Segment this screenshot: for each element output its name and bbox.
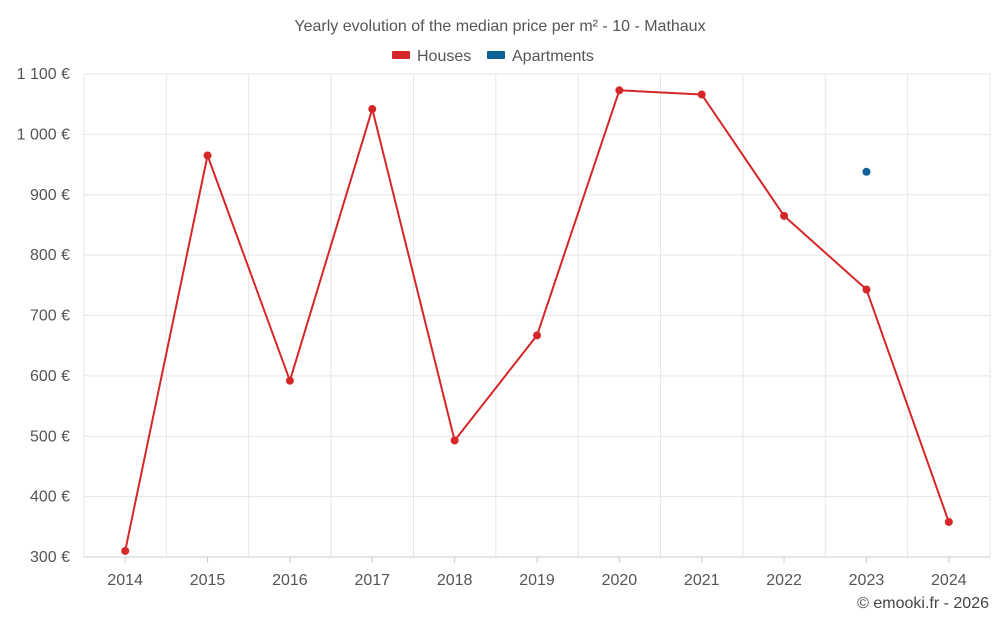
data-point-houses bbox=[285, 376, 294, 385]
y-tick-label: 1 000 € bbox=[17, 126, 70, 143]
y-tick-label: 1 100 € bbox=[17, 66, 70, 83]
y-axis: 300 € 400 € 500 € 600 € 700 € 800 € 900 € 1 000… bbox=[17, 66, 70, 566]
data-point-apartments bbox=[862, 167, 871, 176]
y-tick-label: 700 € bbox=[30, 308, 70, 325]
legend-swatch-houses bbox=[392, 51, 410, 59]
x-tick-label: 2022 bbox=[766, 572, 802, 589]
x-tick-label: 2023 bbox=[849, 572, 885, 589]
y-tick-label: 400 € bbox=[30, 489, 70, 506]
credit-text: © emooki.fr - 2026 bbox=[857, 595, 989, 612]
x-tick-label: 2016 bbox=[272, 572, 308, 589]
y-tick-label: 500 € bbox=[30, 428, 70, 445]
data-point-houses bbox=[697, 90, 706, 99]
data-point-houses bbox=[780, 211, 789, 220]
data-point-houses bbox=[533, 331, 541, 340]
legend-label-apartments: Apartments bbox=[512, 48, 594, 65]
x-tick-label: 2014 bbox=[107, 572, 143, 589]
data-point-houses bbox=[121, 546, 130, 555]
y-tick-label: 300 € bbox=[30, 549, 70, 566]
x-tick-label: 2015 bbox=[190, 572, 226, 589]
grid bbox=[83, 73, 991, 558]
series-layer bbox=[121, 86, 953, 555]
x-tick-label: 2020 bbox=[602, 572, 638, 589]
legend-label-houses: Houses bbox=[417, 48, 471, 65]
data-point-houses bbox=[944, 517, 953, 526]
data-point-houses bbox=[615, 86, 624, 95]
x-tick-label: 2019 bbox=[519, 572, 555, 589]
y-tick-label: 600 € bbox=[30, 368, 70, 385]
data-point-houses bbox=[862, 285, 871, 294]
legend: Houses Apartments bbox=[392, 48, 594, 65]
y-tick-label: 800 € bbox=[30, 247, 70, 264]
x-tick-label: 2021 bbox=[684, 572, 720, 589]
y-tick-label: 900 € bbox=[30, 187, 70, 204]
data-point-houses bbox=[203, 151, 212, 160]
chart-title: Yearly evolution of the median price per… bbox=[294, 18, 705, 35]
x-tick-label: 2018 bbox=[437, 572, 473, 589]
x-tick-label: 2024 bbox=[931, 572, 967, 589]
data-point-houses bbox=[450, 436, 459, 445]
x-axis: 2014 2015 2016 2017 2018 2019 2020 2021 2022 2023… bbox=[107, 557, 967, 589]
data-point-houses bbox=[368, 105, 377, 114]
legend-swatch-apartments bbox=[487, 51, 505, 59]
x-tick-label: 2017 bbox=[354, 572, 390, 589]
